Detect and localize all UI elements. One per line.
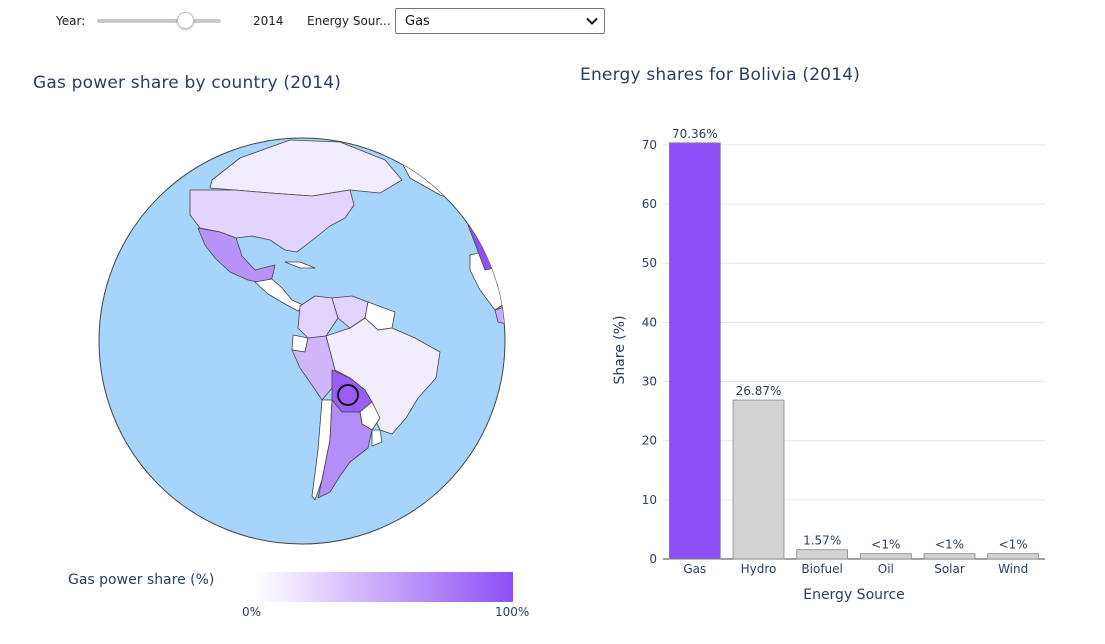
y-tick-label: 50 (642, 256, 657, 270)
year-value: 2014 (253, 14, 284, 28)
x-tick-label: Solar (934, 562, 965, 576)
country-colombia[interactable] (297, 295, 339, 339)
bar-hydro[interactable] (732, 399, 785, 560)
x-axis-title: Energy Source (803, 587, 905, 603)
year-slider[interactable] (97, 19, 221, 23)
country-brazil[interactable] (325, 317, 441, 435)
x-tick-label: Gas (683, 562, 706, 576)
y-tick-label: 30 (642, 375, 657, 389)
country-cuba[interactable] (284, 261, 316, 269)
colorbar-min-label: 0% (242, 605, 262, 619)
bar-value-label: 70.36% (672, 127, 718, 141)
colorbar-title: Gas power share (%) (68, 572, 215, 588)
y-tick-label: 20 (642, 434, 657, 448)
bar-value-label: 26.87% (736, 384, 782, 398)
bar-value-label: <1% (999, 538, 1028, 552)
bar-chart-title: Energy shares for Bolivia (2014) (580, 65, 861, 85)
selected-country-marker (337, 384, 359, 406)
y-tick-label: 10 (642, 493, 657, 507)
bar-value-label: <1% (871, 538, 900, 552)
controls-bar: Year: 2014 Energy Sour... Gas (0, 0, 1105, 44)
year-slider-thumb[interactable] (177, 12, 195, 29)
country-gulf-africa[interactable] (494, 304, 510, 326)
colorbar-max-label: 100% (495, 605, 530, 619)
y-axis-title: Share (%) (612, 315, 628, 384)
bar-value-label: <1% (935, 538, 964, 552)
globe-map[interactable] (95, 135, 510, 550)
x-tick-label: Oil (878, 562, 894, 576)
country-argentina[interactable] (317, 399, 373, 499)
bar-biofuel[interactable] (796, 549, 849, 560)
bar-wind[interactable] (987, 553, 1040, 560)
bar-gas[interactable] (668, 142, 721, 560)
bar-solar[interactable] (923, 553, 976, 560)
x-tick-label: Wind (998, 562, 1028, 576)
y-tick-label: 0 (649, 552, 657, 566)
country-uruguay[interactable] (371, 429, 383, 447)
x-tick-label: Hydro (741, 562, 777, 576)
energy-source-selected-value: Gas (405, 14, 430, 29)
bar-value-label: 1.57% (803, 534, 841, 548)
bar-oil[interactable] (859, 553, 912, 560)
year-label: Year: (56, 14, 86, 28)
colorbar (256, 572, 513, 602)
country-mexico[interactable] (197, 227, 276, 284)
y-tick-label: 60 (642, 197, 657, 211)
y-tick-label: 70 (642, 138, 657, 152)
map-title: Gas power share by country (2014) (33, 73, 342, 93)
y-tick-label: 40 (642, 315, 657, 329)
x-tick-label: Biofuel (801, 562, 842, 576)
energy-source-select[interactable]: Gas (395, 8, 605, 34)
energy-source-label: Energy Sour... (307, 14, 391, 28)
chevron-down-icon (586, 17, 598, 25)
